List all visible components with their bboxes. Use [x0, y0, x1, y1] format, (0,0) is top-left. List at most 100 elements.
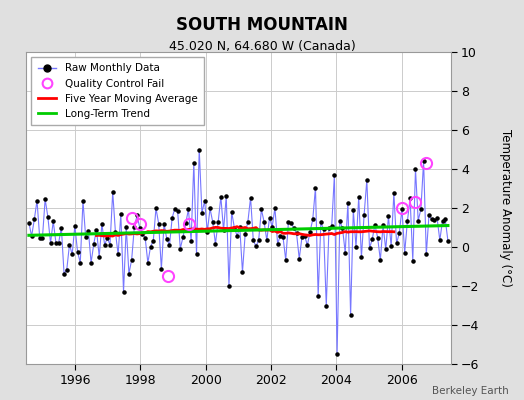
Point — [255, 237, 263, 243]
Point — [211, 240, 220, 247]
Point — [249, 237, 257, 244]
Point — [349, 207, 357, 214]
Point — [181, 220, 190, 226]
Point — [36, 235, 44, 241]
Point — [30, 216, 38, 222]
Point — [141, 234, 149, 241]
Point — [87, 260, 95, 266]
Point — [179, 234, 187, 240]
Point — [439, 218, 447, 224]
Point — [333, 351, 341, 358]
Point — [357, 254, 366, 260]
Point — [368, 236, 376, 242]
Point — [268, 224, 276, 230]
Point — [344, 200, 352, 206]
Point — [260, 219, 268, 225]
Point — [309, 216, 317, 222]
Point — [171, 205, 179, 212]
Text: 45.020 N, 64.680 W (Canada): 45.020 N, 64.680 W (Canada) — [169, 40, 355, 53]
Point — [411, 166, 420, 172]
Point — [43, 213, 52, 220]
Point — [133, 212, 141, 219]
Point — [46, 240, 54, 246]
Point — [173, 208, 182, 214]
Point — [352, 244, 360, 250]
Point — [257, 206, 266, 212]
Point — [376, 257, 385, 263]
Point — [444, 238, 452, 244]
Point — [233, 233, 241, 239]
Point — [400, 250, 409, 256]
Y-axis label: Temperature Anomaly (°C): Temperature Anomaly (°C) — [499, 129, 512, 287]
Point — [187, 238, 195, 244]
Point — [422, 251, 431, 258]
Point — [330, 172, 339, 178]
Point — [165, 242, 173, 248]
Point — [33, 197, 41, 204]
Point — [311, 184, 320, 191]
Point — [430, 217, 439, 224]
Point — [236, 224, 244, 231]
Point — [392, 240, 401, 246]
Point — [82, 234, 90, 240]
Point — [379, 222, 387, 228]
Point — [290, 225, 298, 232]
Point — [66, 242, 74, 248]
Point — [195, 146, 203, 153]
Point — [281, 257, 290, 263]
Point — [433, 215, 441, 222]
Point — [381, 246, 390, 253]
Point — [346, 312, 355, 318]
Point — [398, 206, 406, 212]
Point — [216, 194, 225, 200]
Point — [303, 242, 312, 248]
Point — [103, 235, 112, 241]
Point — [341, 249, 350, 256]
Point — [41, 196, 49, 202]
Point — [144, 260, 152, 266]
Point — [119, 289, 128, 295]
Point — [287, 220, 296, 226]
Point — [127, 257, 136, 263]
Point — [425, 212, 433, 218]
Point — [146, 243, 155, 250]
Point — [414, 217, 422, 224]
Point — [365, 245, 374, 252]
Point — [263, 237, 271, 244]
Point — [284, 219, 292, 225]
Point — [320, 226, 328, 233]
Point — [384, 213, 392, 220]
Point — [79, 198, 87, 204]
Point — [111, 229, 119, 235]
Point — [201, 198, 209, 204]
Point — [62, 266, 71, 273]
Point — [406, 195, 414, 202]
Point — [136, 224, 144, 231]
Point — [314, 292, 322, 299]
Legend: Raw Monthly Data, Quality Control Fail, Five Year Moving Average, Long-Term Tren: Raw Monthly Data, Quality Control Fail, … — [31, 57, 204, 125]
Point — [49, 218, 58, 224]
Point — [114, 251, 122, 258]
Point — [97, 221, 106, 227]
Point — [328, 223, 336, 230]
Point — [371, 222, 379, 228]
Point — [68, 251, 77, 258]
Point — [76, 260, 84, 266]
Point — [198, 210, 206, 216]
Point — [220, 227, 228, 234]
Point — [206, 205, 214, 212]
Point — [355, 194, 363, 200]
Point — [409, 258, 417, 264]
Point — [160, 221, 168, 227]
Point — [265, 215, 274, 221]
Point — [271, 205, 279, 211]
Point — [168, 214, 177, 221]
Point — [274, 240, 282, 247]
Point — [90, 241, 98, 247]
Point — [157, 266, 166, 272]
Point — [54, 240, 63, 246]
Point — [238, 269, 247, 275]
Point — [325, 225, 333, 232]
Point — [387, 243, 395, 250]
Point — [214, 219, 222, 225]
